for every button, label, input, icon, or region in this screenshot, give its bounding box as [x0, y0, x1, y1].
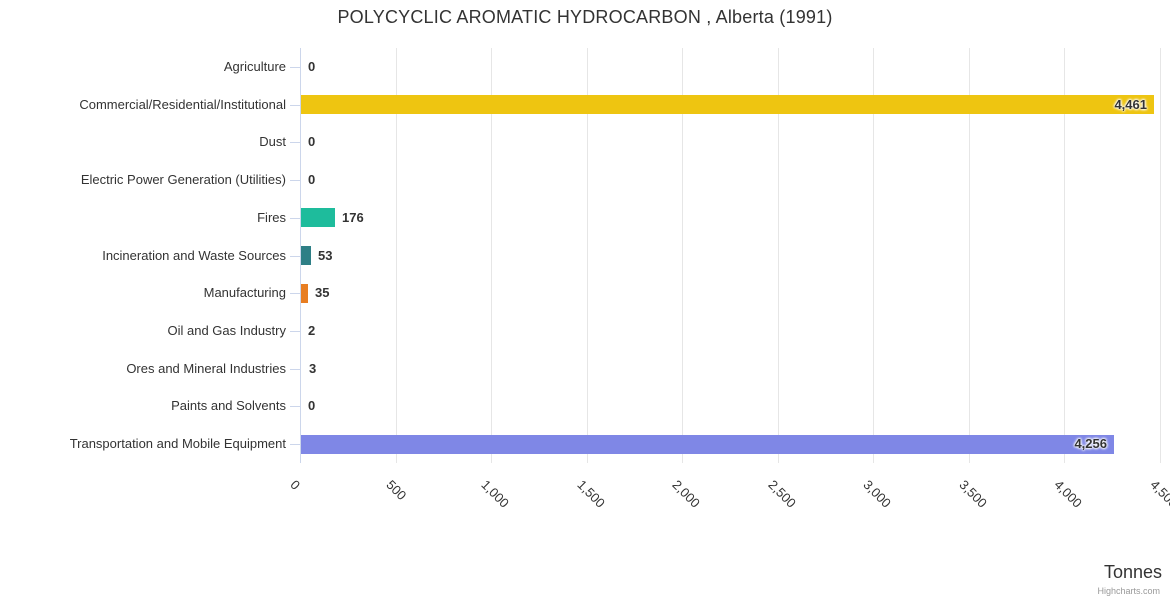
category-label: Dust	[259, 134, 286, 149]
bar-fires[interactable]	[301, 208, 335, 227]
value-axis-title: Tonnes	[1103, 562, 1162, 582]
bar-value-label: 4,256	[1074, 436, 1107, 451]
category-label: Incineration and Waste Sources	[102, 248, 286, 263]
bar-transportation-and-mobile-equipment[interactable]	[301, 435, 1114, 454]
category-axis-tick	[290, 142, 300, 143]
category-axis-tick	[290, 105, 300, 106]
value-axis-tick-label: 1,000	[478, 477, 513, 511]
category-label: Transportation and Mobile Equipment	[69, 436, 286, 451]
bar-value-label: 0	[308, 134, 316, 149]
value-axis-gridline	[491, 48, 493, 463]
bar-value-label: 3	[309, 361, 317, 376]
value-axis-tick-label: 3,500	[956, 477, 991, 511]
value-axis-tick-label: 4,500	[1147, 477, 1170, 511]
bar-commercial-residential-institutional[interactable]	[301, 95, 1154, 114]
bar-value-label: 2	[308, 323, 316, 338]
value-axis-tick-label: 2,500	[765, 477, 800, 511]
category-axis-tick	[290, 180, 300, 181]
value-axis-gridline	[1064, 48, 1066, 463]
category-label: Commercial/Residential/Institutional	[79, 97, 286, 112]
category-axis-tick	[290, 293, 300, 294]
category-label: Oil and Gas Industry	[167, 323, 287, 338]
bar-value-label: 4,461	[1114, 97, 1147, 112]
bar-value-label: 53	[318, 248, 333, 263]
value-axis-gridline	[968, 48, 970, 463]
category-axis-tick	[290, 444, 300, 445]
value-axis-gridline	[682, 48, 684, 463]
value-axis-gridline	[873, 48, 875, 463]
category-axis-line	[300, 48, 301, 463]
bar-value-label: 0	[308, 172, 316, 187]
category-axis-tick	[290, 67, 300, 68]
category-label: Electric Power Generation (Utilities)	[80, 172, 286, 187]
highcharts-credits-link[interactable]: Highcharts.com	[1097, 586, 1160, 596]
value-axis-tick-label: 500	[383, 477, 410, 503]
category-label: Agriculture	[223, 59, 286, 74]
bar-incineration-and-waste-sources[interactable]	[301, 246, 311, 265]
bar-manufacturing[interactable]	[301, 284, 308, 303]
category-label: Ores and Mineral Industries	[126, 361, 286, 376]
category-axis-tick	[290, 331, 300, 332]
bar-value-label: 0	[308, 59, 316, 74]
value-axis-gridline	[395, 48, 397, 463]
bar-value-label: 176	[342, 210, 364, 225]
bar-value-label: 0	[308, 398, 316, 413]
chart-title: POLYCYCLIC AROMATIC HYDROCARBON , Albert…	[337, 7, 833, 27]
category-axis-tick	[290, 218, 300, 219]
bar-value-label: 35	[315, 285, 330, 300]
value-axis-tick-label: 0	[287, 477, 304, 493]
category-axis-tick	[290, 256, 300, 257]
category-label: Manufacturing	[203, 285, 286, 300]
category-label: Fires	[257, 210, 286, 225]
category-axis-tick	[290, 369, 300, 370]
value-axis-tick-label: 1,500	[574, 477, 609, 511]
value-axis-gridline	[777, 48, 779, 463]
category-axis-tick	[290, 406, 300, 407]
value-axis-gridline	[1160, 48, 1161, 463]
value-axis-tick-label: 2,000	[669, 477, 704, 511]
category-label: Paints and Solvents	[171, 398, 286, 413]
value-axis-tick-label: 3,000	[860, 477, 895, 511]
value-axis-gridline	[586, 48, 588, 463]
value-axis-tick-label: 4,000	[1051, 477, 1086, 511]
